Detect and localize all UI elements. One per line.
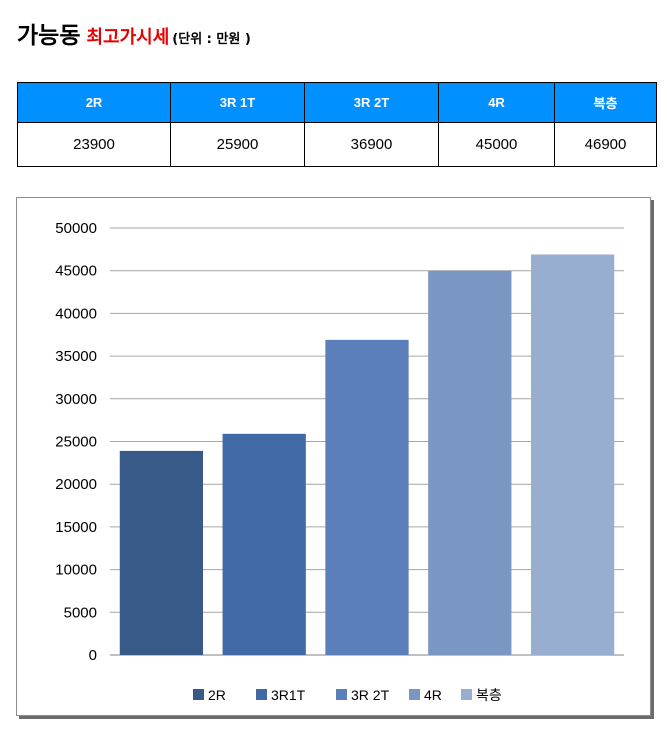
legend-swatch (461, 689, 472, 700)
table-header-row: 2R 3R 1T 3R 2T 4R 복층 (17, 82, 657, 123)
legend-swatch (256, 689, 267, 700)
chart-container: 0 5000 10000 15000 20000 25000 30000 35000 40000… (16, 197, 651, 716)
legend-swatch (336, 689, 347, 700)
y-tick-label: 0 (89, 647, 97, 664)
table-cell: 36900 (304, 122, 439, 167)
unit-label: (단위 : 만원 ) (172, 32, 251, 47)
column-header: 2R (17, 82, 171, 123)
y-tick-label: 10000 (55, 562, 97, 579)
table-cell: 25900 (170, 122, 305, 167)
y-tick-label: 15000 (55, 519, 97, 536)
page-subtitle: 최고가시세 (86, 27, 170, 48)
table-cell: 45000 (438, 122, 555, 167)
bar (222, 433, 306, 655)
page-title-row: 가능동 최고가시세 (단위 : 만원 ) (17, 16, 251, 50)
column-header: 4R (438, 82, 555, 123)
y-tick-label: 35000 (55, 348, 97, 365)
column-header: 3R 2T (304, 82, 439, 123)
y-tick-label: 20000 (55, 476, 97, 493)
bar (119, 450, 204, 655)
bar (530, 254, 615, 655)
bar (325, 339, 409, 655)
y-tick-label: 25000 (55, 434, 97, 451)
page-title: 가능동 (17, 23, 81, 49)
column-header: 3R 1T (170, 82, 305, 123)
column-header: 복층 (554, 82, 657, 123)
y-tick-label: 5000 (64, 604, 97, 621)
legend-label: 3R 2T (351, 687, 390, 703)
table-row: 23900 25900 36900 45000 46900 (17, 122, 657, 167)
legend-swatch (193, 689, 204, 700)
legend-label: 4R (424, 687, 442, 703)
table-cell: 46900 (554, 122, 657, 167)
y-tick-label: 50000 (55, 220, 97, 237)
bar (428, 270, 512, 655)
table-cell: 23900 (17, 122, 171, 167)
legend-label: 3R1T (271, 687, 306, 703)
legend-swatch (409, 689, 420, 700)
y-tick-label: 40000 (55, 305, 97, 322)
price-table: 2R 3R 1T 3R 2T 4R 복층 23900 25900 36900 4… (17, 82, 657, 167)
legend-label: 복층 (476, 687, 502, 703)
legend-label: 2R (208, 687, 226, 703)
y-tick-label: 45000 (55, 263, 97, 280)
bar-chart: 0 5000 10000 15000 20000 25000 30000 35000 40000… (55, 220, 624, 703)
y-tick-label: 30000 (55, 391, 97, 408)
